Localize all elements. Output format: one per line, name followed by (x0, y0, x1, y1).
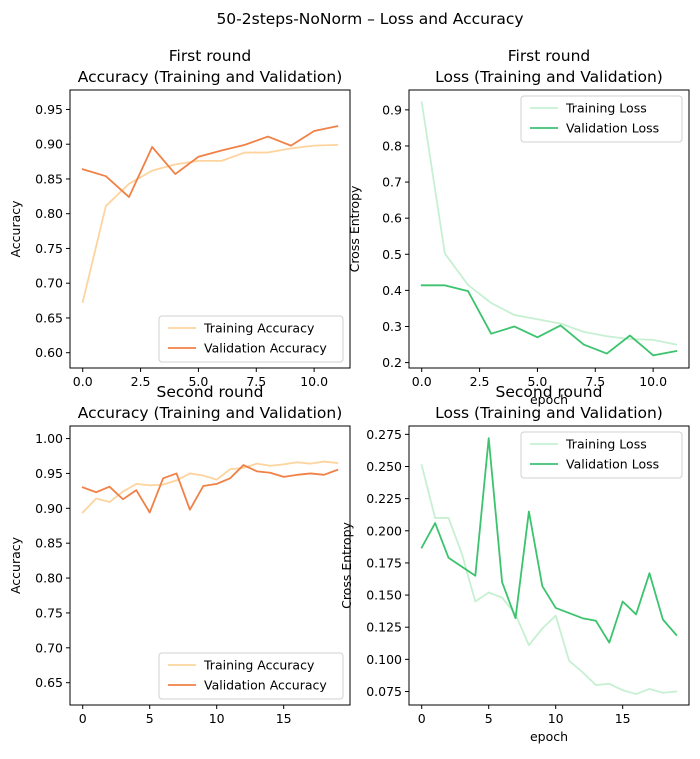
subplot-title: First round Accuracy (Training and Valida… (78, 47, 343, 86)
axes-frame (408, 89, 690, 369)
y-tick-label: 0.4 (382, 283, 402, 298)
y-tick-label: 0.8 (382, 138, 402, 153)
y-axis-label: Accuracy (8, 200, 23, 258)
legend-entry: Validation Accuracy (204, 341, 327, 356)
x-tick-label: 10 (209, 711, 225, 726)
y-tick-label: 0.075 (366, 684, 402, 699)
x-tick-label: 5.0 (527, 374, 547, 389)
y-axis-label: Accuracy (8, 536, 23, 594)
legend-entry: Validation Accuracy (204, 678, 327, 693)
subplot-1: First round Accuracy (Training and Valida… (8, 47, 351, 389)
y-tick-label: 0.2 (382, 355, 402, 370)
series-line-training-accuracy (81, 460, 339, 514)
y-tick-label: 0.100 (366, 652, 402, 667)
x-tick-label: 7.5 (585, 374, 605, 389)
x-tick-label: 5 (485, 711, 493, 726)
y-tick-label: 0.75 (35, 241, 63, 256)
y-tick-label: 0.80 (35, 206, 63, 221)
x-tick-label: 10 (548, 711, 564, 726)
y-tick-label: 0.65 (35, 310, 63, 325)
subplot-3: Second round Accuracy (Training and Valid… (8, 383, 351, 726)
y-tick-label: 0.3 (382, 319, 402, 334)
y-tick-label: 0.9 (382, 102, 402, 117)
x-tick-label: 10.0 (300, 374, 328, 389)
x-tick-label: 0 (418, 711, 426, 726)
subplot-4: Second round Loss (Training and Validatio… (339, 383, 690, 744)
x-tick-label: 0 (79, 711, 87, 726)
x-tick-label: 2.5 (131, 374, 151, 389)
y-tick-label: 0.80 (35, 571, 63, 586)
y-tick-label: 0.90 (35, 137, 63, 152)
y-tick-label: 0.70 (35, 276, 63, 291)
y-axis-label: Cross Entropy (347, 185, 362, 272)
y-tick-label: 0.90 (35, 501, 63, 516)
legend-box (158, 315, 344, 363)
subplot-title: First round Loss (Training and Validation… (435, 47, 663, 86)
series-line-validation-loss (420, 284, 678, 357)
x-tick-label: 15 (276, 711, 292, 726)
y-tick-label: 0.95 (35, 466, 63, 481)
x-tick-label: 15 (615, 711, 631, 726)
legend-entry: Training Loss (565, 101, 647, 116)
legend-box (520, 431, 683, 479)
legend-entry: Validation Loss (566, 457, 659, 472)
y-tick-label: 0.85 (35, 171, 63, 186)
figure-suptitle: 50-2steps-NoNorm – Loss and Accuracy (216, 10, 523, 28)
series-line-training-loss (420, 464, 678, 695)
y-axis-label: Cross Entropy (339, 521, 354, 608)
y-tick-label: 0.6 (382, 211, 402, 226)
series-line-validation-loss (420, 437, 678, 644)
y-tick-label: 0.250 (366, 459, 402, 474)
x-tick-label: 0.0 (73, 374, 93, 389)
x-axis-label: epoch (530, 729, 568, 744)
y-tick-label: 0.95 (35, 102, 63, 117)
legend: Training Loss Validation Loss (520, 95, 683, 143)
legend: Training Accuracy Validation Accuracy (158, 315, 344, 363)
legend-entry: Training Accuracy (203, 658, 315, 673)
legend-entry: Training Accuracy (203, 321, 315, 336)
y-tick-label: 0.70 (35, 640, 63, 655)
legend-entry: Training Loss (565, 437, 647, 452)
legend-box (520, 95, 683, 143)
x-tick-label: 0.0 (412, 374, 432, 389)
y-tick-label: 0.225 (366, 491, 402, 506)
y-tick-label: 0.7 (382, 175, 402, 190)
series-line-training-accuracy (81, 143, 339, 304)
y-tick-label: 0.275 (366, 427, 402, 442)
series-line-validation-accuracy (81, 125, 339, 198)
y-tick-label: 0.65 (35, 675, 63, 690)
y-tick-label: 0.60 (35, 345, 63, 360)
subplots: First round Accuracy (Training and Valida… (8, 47, 690, 744)
axes-frame (408, 425, 690, 706)
series-line-validation-accuracy (81, 464, 339, 514)
x-tick-label: 5 (146, 711, 154, 726)
y-tick-label: 0.125 (366, 620, 402, 635)
x-axis-label: epoch (530, 392, 568, 407)
legend-box (158, 652, 344, 700)
subplot-2: First round Loss (Training and Validation… (347, 47, 690, 407)
x-tick-label: 10.0 (639, 374, 667, 389)
y-tick-label: 0.200 (366, 523, 402, 538)
y-tick-label: 0.5 (382, 247, 402, 262)
x-tick-label: 5.0 (188, 374, 208, 389)
legend-entry: Validation Loss (566, 121, 659, 136)
y-tick-label: 0.85 (35, 536, 63, 551)
legend: Training Loss Validation Loss (520, 431, 683, 479)
y-tick-label: 0.175 (366, 555, 402, 570)
axes-frame (69, 425, 351, 706)
subplot-title: Second round Accuracy (Training and Valid… (78, 383, 343, 422)
axes-frame (69, 89, 351, 369)
y-tick-label: 1.00 (35, 431, 63, 446)
x-tick-label: 7.5 (246, 374, 266, 389)
x-tick-label: 2.5 (470, 374, 490, 389)
legend: Training Accuracy Validation Accuracy (158, 652, 344, 700)
subplot-title: Second round Loss (Training and Validatio… (435, 383, 663, 422)
y-tick-label: 0.75 (35, 605, 63, 620)
y-tick-label: 0.150 (366, 588, 402, 603)
